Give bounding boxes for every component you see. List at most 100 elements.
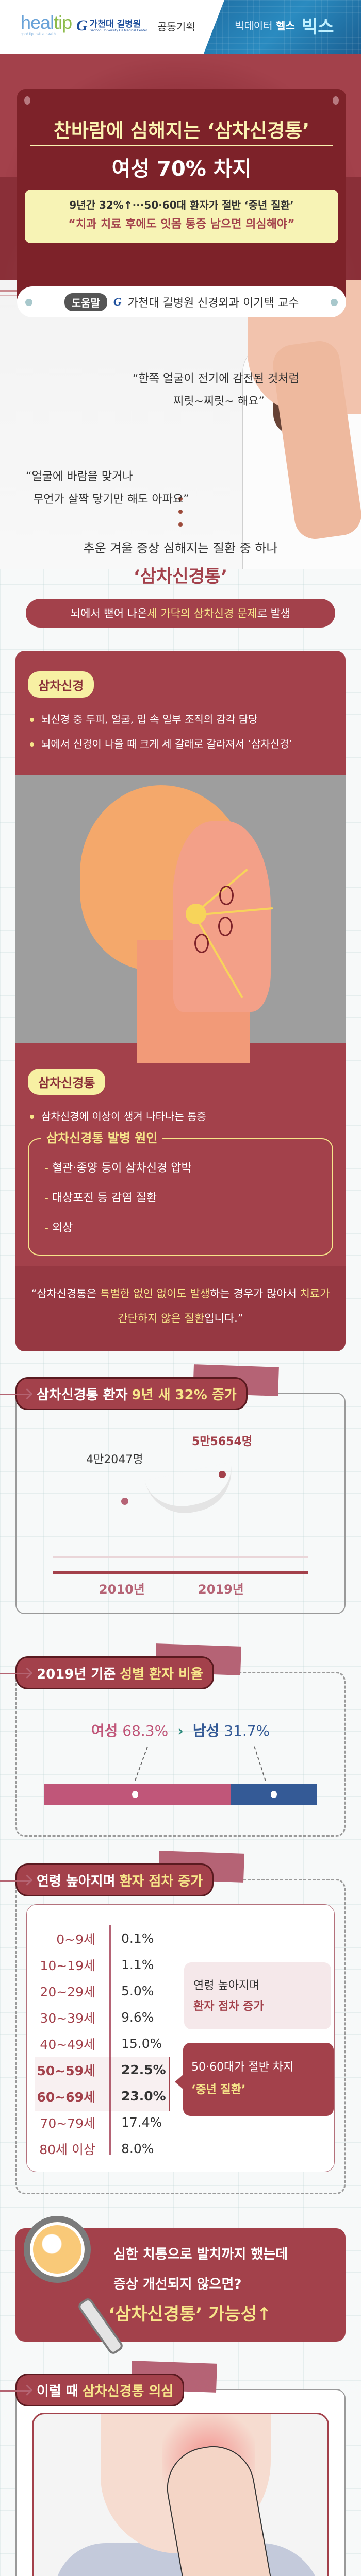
tab-text: 연령 높아지며	[37, 1873, 116, 1889]
gender-stacked-bar	[44, 1784, 317, 1805]
age-cell: 80세 이상	[39, 2142, 95, 2157]
logo-heal-text: heal	[21, 12, 54, 33]
highlight-box	[35, 2057, 170, 2111]
male-label: 남성	[192, 1722, 220, 1739]
female-value: 68.3%	[122, 1722, 169, 1739]
age-table: 0~9세 0.1% 10~19세 1.1% 20~29세 5.0% 30~39세 9.6…	[26, 1904, 335, 2172]
trigeminal-nerve-card: 삼차신경 뇌신경 중 두피, 얼굴, 입 속 일부 조직의 감각 담당 뇌에서 …	[15, 651, 346, 1351]
gil-mark-icon: G	[76, 17, 88, 34]
axis-line	[53, 1571, 308, 1574]
logo-tagline: good tip, better health	[21, 32, 56, 36]
pct-cell: 0.1%	[121, 1931, 154, 1946]
series-banner[interactable]: 빅데이터 헬스 빅스	[204, 0, 361, 54]
quote-line: “얼굴에 바람을 맞거나	[26, 470, 133, 483]
axis-line	[53, 1556, 308, 1558]
age-cell: 60~69세	[37, 2089, 95, 2105]
advisor-dot	[25, 299, 32, 306]
age-cell: 20~29세	[40, 1984, 95, 1999]
age-cell: 30~39세	[40, 2010, 95, 2026]
cause-banner: 뇌에서 뻗어 나온 세 가닥의 삼차신경 문제 로 발생	[26, 599, 335, 628]
tab-highlight: 환자 점차 증가	[119, 1873, 203, 1889]
trend-chart: 5만5654명 4만2047명 2010년 2019년	[15, 1393, 346, 1614]
note-line: 연령 높아지며	[193, 1979, 260, 1992]
gender-ratio-section: 2019년 기준 성별 환자 비율 여성 68.3% › 남성 31.7%	[0, 1643, 346, 1837]
section-tab: 이럴 때 삼차신경통 의심	[0, 2374, 185, 2406]
bar-marker	[132, 1791, 138, 1798]
note-highlight: 환자 점차 증가	[193, 2000, 264, 2013]
neuralgia-badge: 삼차신경통	[28, 1069, 106, 1095]
table-row: 40~49세 15.0%	[27, 2030, 334, 2057]
board-rivet	[333, 96, 339, 105]
cause-item: 혈관·종양 등이 삼차신경 압박	[44, 1154, 317, 1183]
advisor-dot	[331, 299, 338, 306]
branch-highlight-ring	[219, 886, 234, 905]
pct-cell: 1.1%	[121, 1957, 154, 1972]
series-brand: 빅스	[302, 16, 334, 37]
arrow-right-icon	[0, 2390, 30, 2392]
page-title: 찬바람에 심해지는 ‘삼차신경통’	[53, 120, 310, 142]
value-label-2010: 4만2047명	[86, 1453, 143, 1466]
disease-name: ‘삼차신경통’	[133, 566, 228, 587]
data-point-2019	[219, 1471, 226, 1478]
age-cell: 70~79세	[40, 2115, 95, 2131]
dashed-pointer	[135, 1746, 148, 1781]
patient-quote-2: “한쪽 얼굴이 전기에 감전된 것처럼 찌릿~찌릿~ 해요”	[133, 368, 299, 413]
neuralgia-bullet: 삼차신경에 이상이 생겨 나타나는 통증	[28, 1107, 333, 1126]
partner-name: 가천대 길병원	[89, 19, 141, 29]
table-row-highlight: 50~59세 22.5%	[27, 2057, 334, 2083]
quote-line: 찌릿~찌릿~ 해요”	[173, 395, 265, 408]
nerve-bullet: 뇌신경 중 두피, 얼굴, 입 속 일부 조직의 감각 담당	[28, 710, 333, 728]
tab-highlight: 9년 새 32% 증가	[132, 1387, 237, 1403]
man-holding-cheek-image	[32, 2413, 329, 2576]
branch-highlight-ring	[194, 934, 209, 953]
cause-item: 대상포진 등 감염 질환	[44, 1183, 317, 1213]
table-row-highlight: 60~69세 23.0%	[27, 2083, 334, 2109]
arrow-right-icon	[0, 1394, 30, 1395]
ellipsis-dots	[0, 492, 361, 527]
dashed-pointer	[254, 1746, 266, 1781]
female-label: 여성	[91, 1722, 118, 1739]
callout-line: 증상 개선되지 않으면?	[113, 2277, 242, 2292]
logo-tip-text: tip	[54, 12, 72, 33]
healtip-logo[interactable]: healtip good tip, better health	[21, 12, 72, 37]
tab-text: 삼차신경통 환자	[37, 1387, 128, 1403]
summary-line-1: 9년간 32%↑···50·60대 환자가 절반 ‘중년 질환’	[69, 199, 294, 211]
pct-cell: 15.0%	[121, 2036, 162, 2051]
quote-line: “한쪽 얼굴이 전기에 감전된 것처럼	[133, 372, 299, 385]
male-bar	[230, 1784, 317, 1805]
quote-text: 하는 경우가 많아서	[210, 1287, 300, 1300]
pct-cell: 22.5%	[121, 2062, 166, 2077]
age-chart-frame: 0~9세 0.1% 10~19세 1.1% 20~29세 5.0% 30~39세 9.6…	[15, 1879, 346, 2194]
cause-item: 외상	[44, 1213, 317, 1243]
pct-cell: 17.4%	[121, 2115, 162, 2130]
causes-box: 삼차신경통 발병 원인 혈관·종양 등이 삼차신경 압박 대상포진 등 감염 질…	[28, 1128, 333, 1256]
gil-hospital-logo[interactable]: G 가천대 길병원 Gachon University Gil Medical …	[76, 17, 147, 35]
quote-highlight: 치료가 간단하지 않은 질환	[118, 1287, 330, 1325]
woman-holding-face-image	[144, 280, 361, 569]
nerve-badge: 삼차신경	[28, 671, 94, 698]
series-title: 빅데이터 헬스	[235, 18, 295, 32]
section-tab: 연령 높아지며 환자 점차 증가	[0, 1863, 214, 1896]
female-bar	[44, 1784, 231, 1805]
table-row: 20~29세 5.0%	[27, 1978, 334, 2004]
table-row: 70~79세 17.4%	[27, 2109, 334, 2136]
greater-than-icon: ›	[177, 1722, 184, 1739]
board-rivet	[24, 96, 30, 105]
callout-line: 심한 치통으로 발치까지 했는데	[113, 2247, 288, 2262]
intro-section: “한쪽 얼굴이 전기에 감전된 것처럼 찌릿~찌릿~ 해요” 추운 겨울 증상 …	[0, 372, 361, 628]
banner-grid-decoration	[204, 0, 361, 54]
note-highlight: ‘중년 질환’	[191, 2083, 246, 2096]
advisor-tag: 도움말	[64, 293, 107, 311]
doctor-quote: “삼차신경통은 특별한 없인 없이도 발생하는 경우가 많아서 치료가 간단하지…	[15, 1266, 346, 1351]
causes-title: 삼차신경통 발병 원인	[41, 1128, 163, 1146]
growth-arrow-icon	[144, 1462, 239, 1521]
series-mid: 헬스	[275, 20, 295, 32]
pct-cell: 5.0%	[121, 1984, 154, 1998]
x-tick-2019: 2019년	[198, 1582, 244, 1597]
trigeminal-ganglion	[186, 904, 206, 924]
magnifier-icon	[24, 2216, 91, 2283]
joint-label: 공동기획	[157, 21, 195, 33]
quote-text: 입니다.”	[204, 1312, 243, 1325]
